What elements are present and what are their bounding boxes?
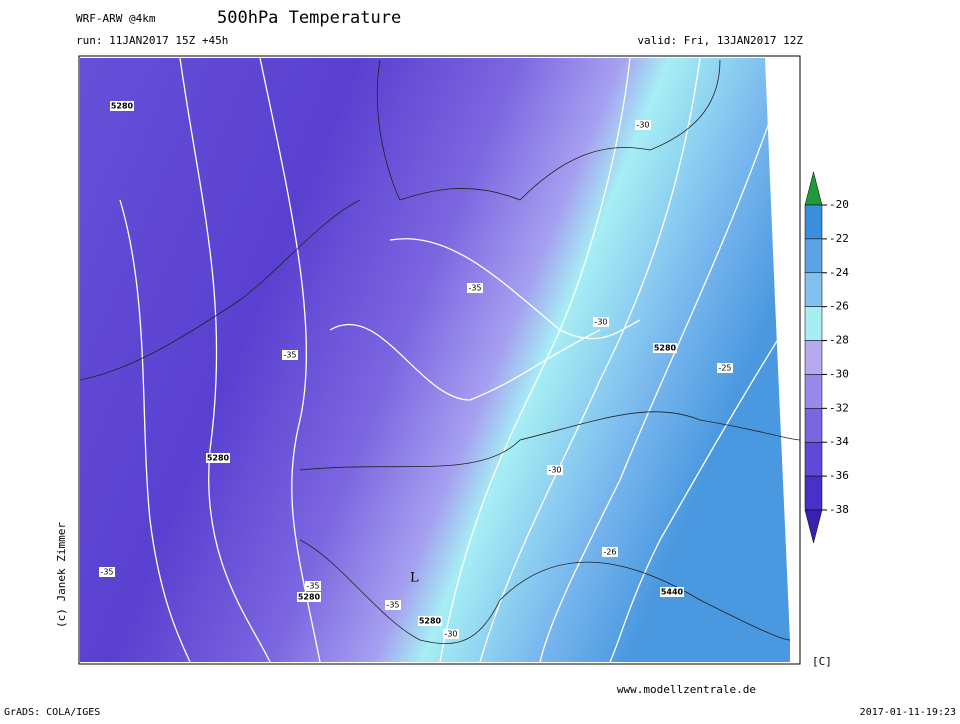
contour-label: -35 <box>386 601 399 610</box>
colorbar-swatch <box>804 306 823 341</box>
unit-label: [C] <box>812 655 832 668</box>
colorbar-swatch <box>804 272 823 307</box>
contour-label: 5280 <box>419 617 442 626</box>
coastlines <box>79 59 801 644</box>
model-label: WRF-ARW @4km <box>76 12 156 25</box>
contour-label-box <box>593 317 609 327</box>
map-title: 500hPa Temperature <box>217 8 401 28</box>
temperature-field <box>80 58 790 662</box>
colorbar-tick-label: -30 <box>829 367 849 380</box>
colorbar-tick-label: -28 <box>829 334 849 347</box>
colorbar-swatch <box>804 204 823 240</box>
colorbar-swatch <box>804 340 823 375</box>
credit: (c) Janek Zimmer <box>55 522 68 628</box>
website: www.modellzentrale.de <box>617 683 756 696</box>
colorbar-swatch <box>804 408 823 443</box>
colorbar-tick-label: -38 <box>829 503 849 516</box>
colorbar-tick-label: -36 <box>829 469 849 482</box>
timestamp: 2017-01-11-19:23 <box>860 707 956 718</box>
contour-label: 5280 <box>207 454 230 463</box>
run-label: run: 11JAN2017 15Z +45h <box>76 34 228 47</box>
valid-label: valid: Fri, 13JAN2017 12Z <box>637 34 803 47</box>
contour-label-box <box>305 581 321 591</box>
low-marker: L <box>410 571 419 586</box>
contour-label: 5280 <box>298 593 321 602</box>
colorbar-swatch <box>804 374 823 409</box>
contour-label: 5280 <box>111 102 134 111</box>
contour-label-box <box>206 453 230 463</box>
colorbar-cap-bottom <box>804 509 823 544</box>
colorbar-swatch <box>804 238 823 274</box>
colorbar-tick-label: -20 <box>829 198 849 211</box>
contour-label-box <box>385 600 401 610</box>
contour-label-box <box>110 101 134 111</box>
contour-label: -35 <box>306 582 319 591</box>
contour-label-box <box>282 350 298 360</box>
contour-label-box <box>418 616 442 626</box>
colorbar-tick-label: -26 <box>829 300 849 313</box>
contour-label: -26 <box>603 548 616 557</box>
colorbar-tick-label: -24 <box>829 266 849 279</box>
contour-label: -25 <box>718 364 731 373</box>
contour-label-box <box>443 629 459 639</box>
map-frame <box>78 55 801 665</box>
contour-label: -30 <box>594 318 607 327</box>
contours <box>119 57 791 663</box>
contour-label-box <box>602 547 618 557</box>
contour-label-box <box>547 465 563 475</box>
contour-label: -35 <box>283 351 296 360</box>
contour-label: -30 <box>636 121 649 130</box>
contour-label-box <box>717 363 733 373</box>
contour-label: -30 <box>548 466 561 475</box>
colorbar-swatch <box>804 441 823 477</box>
contour-label: -30 <box>444 630 457 639</box>
contour-label-box <box>660 587 684 597</box>
contour-label-box <box>297 592 321 602</box>
contour-label: 5440 <box>661 588 684 597</box>
colorbar-tick-label: -22 <box>829 232 849 245</box>
contour-label-box <box>653 343 677 353</box>
colorbar-cap-top <box>804 171 823 206</box>
contour-label-box <box>467 283 483 293</box>
contour-label-box <box>635 120 651 130</box>
colorbar-swatch <box>804 475 823 511</box>
software-credit: GrADS: COLA/IGES <box>4 707 100 718</box>
contour-label: 5280 <box>654 344 677 353</box>
contour-label: -35 <box>468 284 481 293</box>
colorbar-tick-label: -32 <box>829 401 849 414</box>
colorbar-tick-label: -34 <box>829 435 849 448</box>
contour-label: -35 <box>100 568 113 577</box>
contour-label-box <box>99 567 115 577</box>
